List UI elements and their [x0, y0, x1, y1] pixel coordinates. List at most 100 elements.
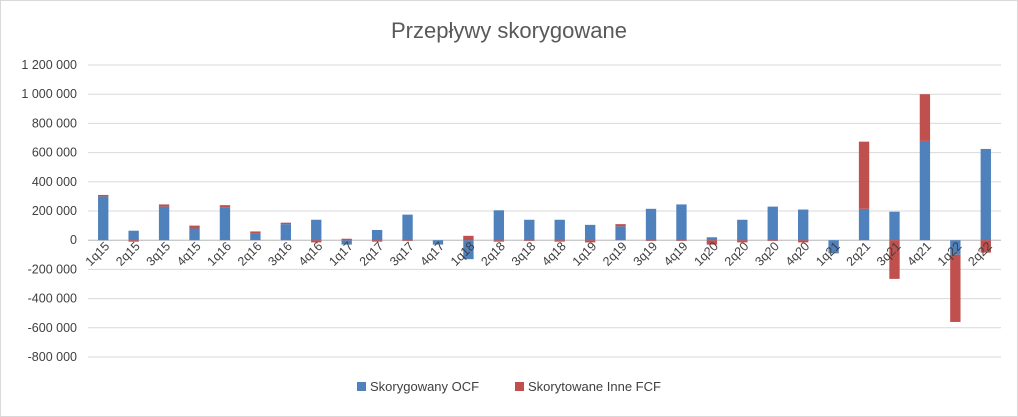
bar-inne-fcf-4q21	[919, 94, 931, 141]
x-tick-label: 3q19	[631, 239, 661, 269]
legend-swatch	[515, 382, 524, 391]
x-tick-label: 1q16	[205, 239, 235, 269]
x-axis-ticks: 1q15 2q15 3q15 4q15 1q16 2q16 3q16 4q16 1q17 2q17…	[83, 239, 995, 269]
bar-ocf-3q17	[402, 214, 413, 241]
bar-ocf-3q19	[645, 208, 657, 241]
bar-ocf-4q15	[189, 228, 200, 241]
bar-ocf-4q16	[311, 219, 322, 241]
bar-inne-fcf-2q20	[737, 240, 748, 243]
gridlines	[88, 64, 1001, 358]
bar-ocf-1q18	[463, 240, 474, 260]
bar-ocf-1q21	[828, 240, 839, 254]
bar-inne-fcf-1q18	[463, 235, 474, 241]
x-tick-label: 1q15	[83, 239, 113, 269]
legend-label: Skorygowany OCF	[370, 379, 479, 394]
bar-ocf-1q17	[341, 240, 352, 245]
x-tick-label: 4q20	[783, 239, 813, 269]
y-tick-label: 800 000	[32, 116, 77, 130]
x-tick-label: 4q15	[174, 239, 204, 269]
x-tick-label: 4q16	[296, 239, 326, 269]
bar-ocf-1q20	[706, 237, 718, 241]
bar-ocf-4q20	[798, 209, 809, 241]
bar-ocf-2q19	[615, 226, 626, 241]
bar-inne-fcf-1q20	[706, 240, 718, 245]
bar-inne-fcf-2q16	[250, 231, 261, 234]
bar-inne-fcf-2q17	[371, 240, 383, 242]
y-tick-label: -800 000	[28, 350, 77, 364]
bar-ocf-3q16	[280, 224, 291, 241]
bar-inne-fcf-4q15	[189, 225, 200, 229]
bar-ocf-2q21	[858, 208, 870, 241]
bar-inne-fcf-1q16	[219, 205, 231, 208]
x-tick-label: 2q19	[600, 239, 630, 269]
y-tick-label: 1 000 000	[21, 87, 77, 101]
bar-ocf-4q17	[432, 240, 444, 245]
bar-ocf-4q21	[919, 140, 931, 241]
x-tick-label: 2q15	[113, 239, 143, 269]
bar-ocf-4q18	[554, 219, 565, 241]
bar-ocf-1q15	[98, 196, 109, 241]
bar-inne-fcf-1q19	[584, 240, 596, 243]
chart-title: Przepływy skorygowane	[391, 18, 627, 43]
x-tick-label: 1q19	[570, 239, 600, 269]
bar-ocf-2q20	[737, 219, 748, 241]
bar-ocf-2q22	[980, 148, 991, 241]
y-tick-label: 200 000	[32, 204, 77, 218]
bar-ocf-4q19	[676, 204, 687, 241]
bar-ocf-2q15	[128, 230, 139, 241]
bar-inne-fcf-3q15	[158, 204, 170, 207]
bar-inne-fcf-1q22	[950, 254, 961, 322]
bar-ocf-2q18	[493, 210, 505, 241]
legend: Skorygowany OCF Skorytowane Inne FCF	[357, 379, 661, 394]
bar-inne-fcf-2q18	[493, 240, 505, 242]
bar-inne-fcf-4q19	[676, 240, 687, 241]
bar-ocf-3q20	[767, 206, 778, 241]
x-tick-label: 3q16	[265, 239, 295, 269]
bar-ocf-3q15	[158, 206, 170, 241]
bar-inne-fcf-1q17	[341, 238, 352, 241]
bar-inne-fcf-2q22	[980, 240, 991, 253]
bar-inne-fcf-2q15	[128, 240, 139, 242]
bar-inne-fcf-3q17	[402, 240, 413, 241]
bar-inne-fcf-4q18	[554, 240, 565, 242]
y-tick-label: 0	[70, 233, 77, 247]
bar-inne-fcf-4q16	[311, 240, 322, 243]
x-tick-label: 3q18	[509, 239, 539, 269]
bar-inne-fcf-3q16	[280, 222, 291, 225]
x-tick-label: 2q16	[235, 239, 265, 269]
y-tick-label: -200 000	[28, 262, 77, 276]
x-tick-label: 3q20	[752, 239, 782, 269]
bar-inne-fcf-3q20	[767, 240, 778, 241]
bar-ocf-1q16	[219, 207, 231, 241]
bar-ocf-1q22	[950, 240, 961, 255]
y-tick-label: -400 000	[28, 292, 77, 306]
bar-inne-fcf-4q20	[798, 240, 809, 243]
bar-inne-fcf-2q19	[615, 224, 626, 227]
y-tick-label: 1 200 000	[21, 58, 77, 72]
bar-ocf-3q21	[889, 211, 900, 241]
x-tick-label: 2q17	[357, 239, 387, 269]
bar-ocf-2q16	[250, 233, 261, 241]
y-tick-label: -600 000	[28, 321, 77, 335]
bar-inne-fcf-3q19	[645, 240, 657, 241]
bar-inne-fcf-1q15	[98, 194, 109, 197]
legend-label: Skorytowane Inne FCF	[528, 379, 661, 394]
bar-inne-fcf-2q21	[858, 141, 870, 209]
legend-swatch	[357, 382, 366, 391]
bar-inne-fcf-3q18	[524, 240, 535, 241]
x-tick-label: 4q21	[904, 239, 934, 269]
x-tick-label: 2q20	[722, 239, 752, 269]
y-axis-ticks: 1 200 000 1 000 000 800 000 600 000 400 000 2…	[21, 58, 77, 364]
y-tick-label: 600 000	[32, 146, 77, 160]
x-tick-label: 3q15	[144, 239, 174, 269]
x-tick-label: 2q18	[478, 239, 508, 269]
x-tick-label: 4q19	[661, 239, 691, 269]
x-tick-label: 2q21	[844, 239, 874, 269]
bar-ocf-1q19	[584, 224, 596, 241]
x-tick-label: 4q18	[539, 239, 569, 269]
bars	[98, 94, 991, 322]
y-tick-label: 400 000	[32, 175, 77, 189]
bar-ocf-2q17	[371, 229, 383, 241]
